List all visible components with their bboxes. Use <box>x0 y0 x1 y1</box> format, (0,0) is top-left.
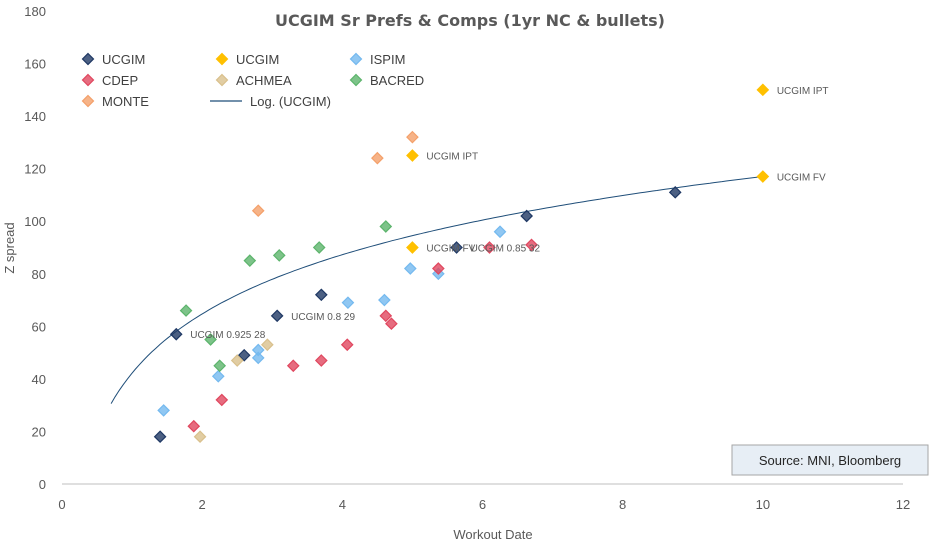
data-point <box>260 338 274 352</box>
data-point <box>179 304 193 317</box>
axes: 0 20 40 60 80 100 120 140 160 180 0 2 4 6 8 10 12 <box>24 4 910 512</box>
data-point <box>483 241 496 254</box>
point-annotation: UCGIM FV <box>426 244 475 255</box>
x-tick-label: 2 <box>199 497 206 512</box>
point-annotation: UCGIM 0.925 28 <box>190 330 265 341</box>
y-tick-label: 100 <box>24 214 46 229</box>
data-point <box>251 343 265 357</box>
data-point <box>450 241 463 254</box>
legend-marker <box>81 94 95 108</box>
legend-label: MONTE <box>102 94 149 109</box>
legend: UCGIM UCGIM ISPIM CDEP ACHMEA BACRED MONTE Log.… <box>81 52 424 109</box>
data-point <box>193 430 207 444</box>
data-point <box>314 354 328 367</box>
y-tick-label: 80 <box>32 267 46 282</box>
point-annotation: UCGIM IPT <box>777 86 829 97</box>
data-point <box>403 262 417 275</box>
data-points <box>153 83 770 444</box>
y-tick-label: 120 <box>24 162 46 177</box>
data-point <box>211 369 225 383</box>
legend-label: UCGIM <box>236 52 279 67</box>
x-axis-label: Workout Date <box>453 527 532 542</box>
data-point <box>272 249 286 262</box>
legend-marker <box>349 73 363 87</box>
y-tick-label: 20 <box>32 424 46 439</box>
data-point <box>371 151 384 165</box>
data-point <box>286 359 300 373</box>
point-annotation: UCGIM 0.8 29 <box>291 312 355 323</box>
data-point <box>230 354 244 367</box>
x-tick-label: 10 <box>756 497 770 512</box>
source-box-bg <box>731 444 929 476</box>
legend-label: CDEP <box>102 73 138 88</box>
data-point <box>756 170 770 183</box>
legend-marker <box>215 52 229 66</box>
data-point <box>204 333 217 346</box>
data-point <box>520 209 534 223</box>
data-point <box>270 309 284 323</box>
data-point <box>378 293 391 307</box>
point-annotation: UCGIM IPT <box>426 152 478 163</box>
legend-marker <box>81 52 95 66</box>
point-annotation: UCGIM FV <box>777 173 826 184</box>
data-point <box>237 348 251 362</box>
y-tick-label: 0 <box>39 477 46 492</box>
y-tick-label: 60 <box>32 319 46 334</box>
x-tick-label: 12 <box>896 497 910 512</box>
chart-title: UCGIM Sr Prefs & Comps (1yr NC & bullets… <box>275 11 665 30</box>
legend-marker <box>215 73 229 87</box>
x-tick-label: 4 <box>339 497 346 512</box>
data-point <box>341 296 355 310</box>
legend-label: BACRED <box>370 73 424 88</box>
data-point <box>756 83 770 97</box>
x-tick-label: 6 <box>479 497 486 512</box>
data-point <box>340 338 354 352</box>
trendline <box>110 176 763 404</box>
data-point <box>187 419 201 433</box>
data-point <box>525 238 538 252</box>
data-point <box>251 204 265 218</box>
data-point <box>493 225 507 239</box>
data-point <box>169 327 183 341</box>
data-point <box>153 430 167 444</box>
legend-label: UCGIM <box>102 52 145 67</box>
x-tick-label: 0 <box>58 497 65 512</box>
legend-marker <box>349 52 363 66</box>
data-point <box>213 359 227 373</box>
point-annotation: UCGIM 0.85 32 <box>471 244 541 255</box>
data-point <box>243 254 257 267</box>
data-point <box>215 393 229 407</box>
y-tick-label: 160 <box>24 57 46 72</box>
source-box: Source: MNI, Bloomberg <box>731 444 929 476</box>
data-point <box>406 241 419 254</box>
legend-marker <box>81 73 95 87</box>
trendline-group <box>110 176 763 404</box>
data-point <box>312 241 326 254</box>
data-point <box>251 351 265 365</box>
data-point <box>406 149 419 162</box>
y-axis-label: Z spread <box>2 222 17 273</box>
data-point <box>379 309 393 323</box>
source-label: Source: MNI, Bloomberg <box>759 453 901 468</box>
y-tick-label: 180 <box>24 4 46 19</box>
legend-label: ACHMEA <box>236 73 292 88</box>
data-point <box>431 262 445 275</box>
data-point <box>379 220 393 233</box>
y-tick-label: 140 <box>24 109 46 124</box>
y-tick-label: 40 <box>32 372 46 387</box>
x-tick-label: 8 <box>619 497 626 512</box>
data-point <box>668 185 682 199</box>
data-point <box>157 404 170 417</box>
legend-label: Log. (UCGIM) <box>250 94 331 109</box>
legend-label: ISPIM <box>370 52 405 67</box>
data-point <box>385 317 398 331</box>
data-point <box>314 288 328 302</box>
data-point <box>406 130 419 144</box>
